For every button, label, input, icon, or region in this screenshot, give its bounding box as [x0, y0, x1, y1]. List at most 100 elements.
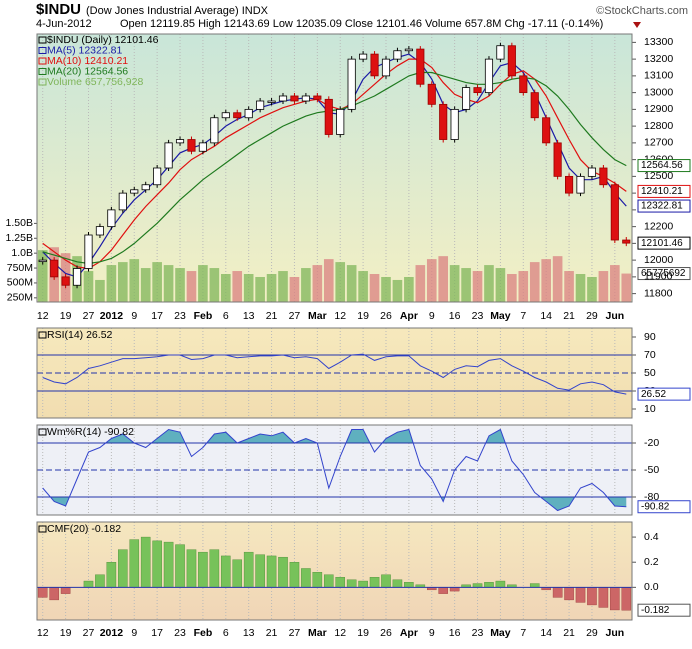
candle [359, 53, 368, 60]
y-tick-label: 12800 [644, 120, 673, 132]
x-tick-label: 21 [266, 310, 278, 322]
y-tick-label: 12900 [644, 103, 673, 115]
legend-label: MA(20) 12564.56 [47, 65, 128, 77]
x-tick-label: 23 [472, 310, 484, 322]
quote: Open 12119.85 High 12143.69 Low 12035.09… [120, 18, 603, 30]
candle [599, 167, 608, 186]
bar [484, 582, 494, 588]
bar [404, 582, 414, 588]
volume-bar [266, 274, 277, 302]
x-tick-label: 6 [223, 627, 229, 639]
candle [530, 92, 539, 119]
volume-bar [243, 274, 254, 302]
volume-bar [529, 262, 540, 302]
x-tick-label: 27 [289, 310, 301, 322]
x-tick-label: 21 [563, 310, 575, 322]
bar [163, 541, 174, 588]
x-tick-label: 29 [586, 627, 598, 639]
x-tick-label: 17 [151, 627, 163, 639]
x-tick-label: 6 [223, 310, 229, 322]
candle [141, 184, 150, 191]
value-tag [637, 199, 691, 213]
bar [564, 587, 574, 601]
x-tick-label: May [490, 627, 511, 639]
candle [210, 117, 219, 144]
x-tick-label: 14 [540, 310, 552, 322]
legend-label: Wm%R(14) -90.82 [47, 426, 134, 438]
volume-bar [438, 256, 449, 302]
candle [130, 189, 139, 194]
legend-swatch [38, 428, 47, 436]
volume-bar [552, 256, 563, 302]
volume-bar [404, 276, 414, 302]
y-tick-label: 11800 [644, 287, 673, 299]
candle [107, 209, 116, 228]
volume-bar [346, 265, 357, 302]
bar [312, 572, 323, 588]
x-tick-label: 23 [472, 627, 484, 639]
y-tick-label: 0.2 [644, 556, 659, 568]
candle [576, 175, 585, 194]
bar [221, 555, 231, 588]
x-tick-label: 23 [174, 627, 186, 639]
legend-label: CMF(20) -0.182 [47, 523, 121, 535]
legend-swatch [38, 47, 47, 54]
value-tag-label: 12410.21 [641, 186, 683, 197]
bar [438, 587, 448, 594]
volume-bar [392, 279, 403, 302]
bar [369, 577, 380, 588]
bar [278, 556, 288, 588]
volume-bar [564, 271, 574, 302]
bar [243, 551, 254, 588]
candle [164, 142, 173, 169]
candle [393, 50, 402, 60]
source: ©StockCharts.com [596, 5, 688, 17]
bar [598, 587, 609, 608]
bar [83, 580, 94, 588]
volume-bar [621, 273, 632, 302]
bar [140, 536, 151, 588]
x-tick-label: 17 [151, 310, 163, 322]
y-tick-label: 13100 [644, 70, 673, 82]
volume-bar [575, 274, 586, 302]
y2-tick-label: 1.0B [11, 247, 33, 259]
volume-bar [232, 271, 243, 302]
volume-bar [163, 265, 174, 302]
x-tick-label: 19 [357, 310, 369, 322]
volume-bar [426, 259, 437, 302]
value-tag-label: -0.182 [641, 605, 670, 616]
legend-swatch [38, 331, 47, 339]
x-tick-label: 27 [289, 627, 301, 639]
value-tag [637, 184, 691, 198]
chart-title: (Dow Jones Industrial Average) INDX [86, 5, 269, 17]
volume-bar [289, 276, 300, 302]
volume-bar [118, 262, 128, 302]
x-tick-label: 29 [586, 310, 598, 322]
candle [244, 108, 253, 119]
bar [449, 587, 460, 592]
x-tick-label: 12 [334, 310, 346, 322]
candle [118, 192, 127, 211]
candle [50, 259, 59, 278]
volume-bar [186, 271, 197, 302]
panel-border [36, 33, 633, 303]
x-tick-label: 9 [131, 310, 137, 322]
legend-swatch [38, 78, 47, 86]
moving-average-line [42, 53, 627, 278]
x-tick-label: 27 [83, 310, 95, 322]
y-tick-label: 70 [644, 349, 656, 361]
value-tag [637, 159, 691, 173]
x-tick-label: 7 [520, 627, 526, 639]
candle [267, 100, 276, 103]
bar [175, 544, 185, 588]
candle [84, 234, 93, 269]
candle [61, 276, 70, 286]
volume-bar [278, 271, 288, 302]
x-tick-label: 21 [563, 627, 575, 639]
legend-label: MA(10) 12410.21 [47, 55, 128, 67]
bar [324, 574, 334, 588]
candle [610, 184, 619, 241]
candle [587, 167, 597, 177]
x-tick-label: 12 [37, 310, 49, 322]
y-tick-label: 13300 [644, 36, 673, 48]
